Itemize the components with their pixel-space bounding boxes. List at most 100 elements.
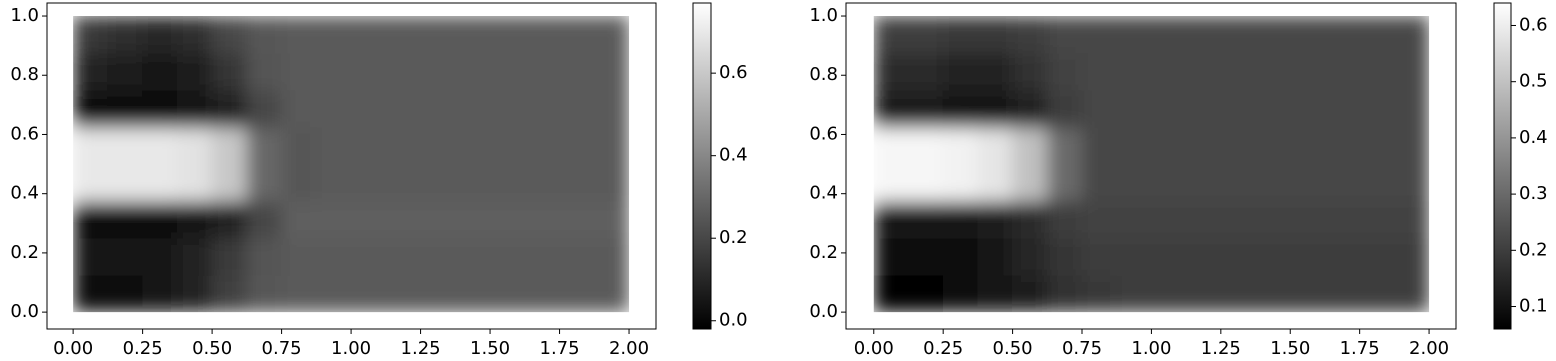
heatmap-cell [1150, 200, 1187, 239]
heatmap-cell [211, 237, 248, 276]
heatmap-cell [1359, 274, 1395, 313]
heatmap-cell [142, 16, 178, 54]
heatmap-cell [176, 237, 213, 276]
heatmap-cell [211, 163, 248, 202]
heatmap-cell [1185, 16, 1222, 54]
heatmap-cell [1220, 237, 1257, 276]
y-tick-label: 0.6 [809, 123, 838, 144]
heatmap-cell [907, 89, 944, 128]
x-tick-label: 0.75 [1062, 338, 1102, 359]
heatmap-cell [315, 16, 352, 54]
heatmap-cell [1081, 163, 1118, 202]
heatmap-cell [142, 237, 178, 276]
heatmap-cell [942, 126, 979, 165]
heatmap-cell [907, 16, 944, 54]
heatmap-cell [1324, 200, 1361, 239]
heatmap-cell [246, 126, 283, 165]
heatmap-cell [1116, 126, 1152, 165]
heatmap-cell [107, 200, 144, 239]
colorbar [693, 3, 711, 329]
heatmap-cell [1255, 237, 1291, 276]
x-tick-label: 0.50 [993, 338, 1033, 359]
heatmap-cell [420, 274, 456, 313]
heatmap-cell [524, 126, 561, 165]
heatmap-cell [1116, 200, 1152, 239]
heatmap-cell [1150, 16, 1187, 54]
heatmap-cell [559, 16, 595, 54]
colorbar-tick-label: 0.5 [1519, 71, 1548, 92]
heatmap-cell [211, 89, 248, 128]
heatmap-cell [315, 274, 352, 313]
heatmap-cells [73, 16, 630, 313]
heatmap-cell [176, 52, 213, 91]
heatmap-cell [977, 16, 1014, 54]
heatmap-cell [1255, 274, 1291, 313]
heatmap-cell [281, 237, 317, 276]
heatmap-cell [977, 163, 1014, 202]
heatmap-cell [1393, 16, 1430, 54]
heatmap-cell [1393, 274, 1430, 313]
colorbar-tick-label: 0.4 [719, 145, 748, 166]
heatmap-cell [873, 200, 909, 239]
heatmap-cell [420, 126, 456, 165]
x-tick-label: 1.00 [1131, 338, 1171, 359]
heatmap-cell [1220, 200, 1257, 239]
heatmap-cell [942, 274, 979, 313]
heatmap-cell [942, 237, 979, 276]
heatmap-cell [977, 126, 1014, 165]
heatmap-cell [1289, 52, 1326, 91]
heatmap-cells [873, 16, 1430, 313]
heatmap-cell [315, 126, 352, 165]
heatmap-cell [559, 200, 595, 239]
heatmap-cell [385, 200, 422, 239]
heatmap-cell [315, 52, 352, 91]
heatmap-cell [1046, 237, 1083, 276]
heatmap-cell [1324, 237, 1361, 276]
x-tick-label: 0.00 [53, 338, 93, 359]
heatmap-cell [524, 163, 561, 202]
y-tick-label: 0.0 [809, 301, 838, 322]
heatmap-cell [107, 89, 144, 128]
heatmap-cell [350, 126, 387, 165]
heatmap-cell [1116, 89, 1152, 128]
colorbar [1494, 3, 1511, 329]
heatmap-area [873, 16, 1430, 313]
heatmap-cell [350, 163, 387, 202]
heatmap-cell [1046, 126, 1083, 165]
y-tick-label: 0.8 [809, 64, 838, 85]
heatmap-cell [907, 126, 944, 165]
heatmap-cell [1255, 89, 1291, 128]
heatmap-cell [1393, 237, 1430, 276]
heatmap-cell [1116, 274, 1152, 313]
heatmap-cell [454, 200, 491, 239]
heatmap-cell [1012, 16, 1048, 54]
heatmap-cell [454, 274, 491, 313]
heatmap-cell [1116, 52, 1152, 91]
x-tick-label: 1.50 [1270, 338, 1310, 359]
colorbar-tick-label: 0.4 [1519, 127, 1548, 148]
heatmap-cell [1185, 237, 1222, 276]
heatmap-cell [1081, 274, 1118, 313]
heatmap-area [73, 16, 630, 313]
heatmap-cell [1359, 163, 1395, 202]
heatmap-cell [281, 52, 317, 91]
heatmap-cell [873, 16, 909, 54]
colorbar-tick-label: 0.3 [1519, 183, 1548, 204]
heatmap-cell [350, 274, 387, 313]
heatmap-cell [315, 89, 352, 128]
y-tick-label: 0.2 [10, 242, 39, 263]
heatmap-cell [454, 89, 491, 128]
heatmap-cell [1185, 274, 1222, 313]
heatmap-cell [420, 52, 456, 91]
heatmap-cell [1359, 52, 1395, 91]
heatmap-cell [1185, 200, 1222, 239]
heatmap-cell [489, 126, 526, 165]
heatmap-cell [420, 163, 456, 202]
heatmap-cell [524, 200, 561, 239]
heatmap-cell [1185, 163, 1222, 202]
heatmap-cell [385, 16, 422, 54]
heatmap-cell [1081, 52, 1118, 91]
heatmap-cell [211, 52, 248, 91]
heatmap-cell [1220, 126, 1257, 165]
